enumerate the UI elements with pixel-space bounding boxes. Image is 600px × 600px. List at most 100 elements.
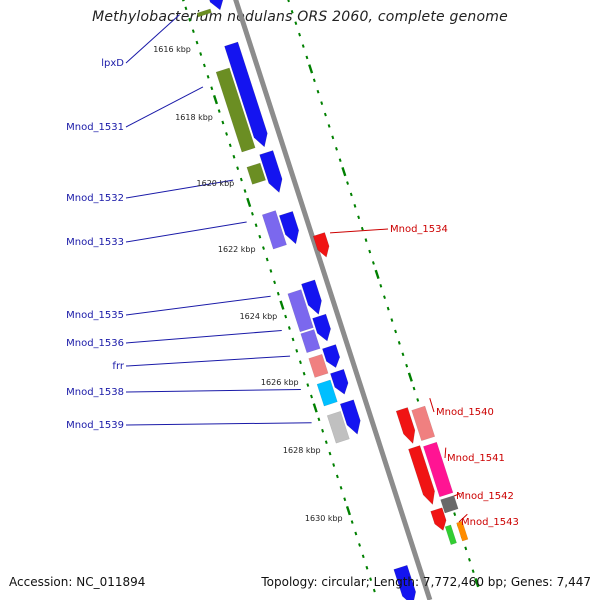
accession-label: Accession: NC_011894: [9, 575, 146, 589]
forward-gene-arrow: [330, 368, 349, 395]
minor-tick: [360, 226, 364, 231]
scale-label: 1618 kbp: [175, 113, 213, 122]
olive-category-bar: [246, 162, 267, 185]
leader-line: [458, 513, 468, 523]
leader-line: [429, 398, 435, 413]
minor-tick: [386, 306, 390, 311]
scale-label: 1628 kbp: [283, 446, 321, 455]
minor-tick: [291, 337, 295, 342]
minor-tick: [221, 120, 225, 125]
minor-tick: [357, 215, 361, 220]
inner-tick-track: [181, 0, 376, 593]
minor-tick: [302, 371, 306, 376]
gene-label-mnod_1541: Mnod_1541: [447, 453, 505, 464]
major-tick: [341, 166, 347, 177]
minor-tick: [239, 177, 243, 182]
minor-tick: [383, 295, 386, 300]
minor-tick: [397, 341, 401, 345]
minor-tick: [225, 132, 229, 136]
gene-label-mnod_1540: Mnod_1540: [436, 407, 494, 418]
minor-tick: [320, 101, 324, 105]
minor-tick: [310, 394, 313, 399]
minor-tick: [305, 55, 309, 60]
minor-tick: [312, 78, 316, 83]
minor-tick: [369, 577, 373, 581]
scale-label: 1624 kbp: [240, 312, 278, 321]
minor-tick: [210, 86, 214, 91]
minor-tick: [364, 238, 368, 242]
minor-tick: [331, 135, 335, 140]
minor-tick: [232, 154, 236, 159]
forward-gene-arrow: [224, 41, 268, 148]
reverse-gene-arrow: [408, 445, 435, 505]
minor-tick: [284, 314, 288, 319]
minor-tick: [468, 557, 471, 562]
label-leaders: [125, 14, 468, 523]
minor-tick: [188, 17, 192, 22]
minor-tick: [324, 440, 328, 444]
minor-tick: [394, 329, 398, 334]
minor-tick: [276, 291, 280, 296]
slate-category-bar: [261, 210, 287, 250]
minor-tick: [405, 363, 409, 368]
scale-labels: 1616 kbp 1618 kbp 1620 kbp 1622 kbp 1624 kbp…: [153, 45, 342, 523]
salmon-category-bar: [411, 405, 436, 442]
forward-gene-arrow: [301, 279, 322, 315]
leader-line: [330, 228, 389, 234]
minor-tick: [265, 257, 269, 262]
minor-tick: [350, 520, 354, 524]
green-category-bar: [444, 524, 457, 546]
forward-gene-arrow: [339, 399, 361, 435]
gene-category-bars: [196, 8, 469, 546]
gene-label-mnod_1542: Mnod_1542: [456, 491, 514, 502]
minor-tick: [416, 398, 420, 402]
leader-line: [125, 179, 234, 199]
genome-stats-label: Topology: circular; Length: 7,772,460 bp…: [261, 575, 591, 589]
salmon-category-bar: [308, 353, 329, 378]
gene-label-mnod_1543: Mnod_1543: [461, 517, 519, 528]
minor-tick: [365, 565, 369, 570]
reverse-gene-arrow: [430, 507, 447, 531]
scale-label: 1622 kbp: [218, 245, 256, 254]
reverse-gene-arrow: [312, 232, 330, 258]
minor-tick: [327, 124, 331, 128]
gene-label-lpxd: lpxD: [101, 58, 124, 69]
minor-tick: [401, 352, 405, 357]
major-tick: [308, 64, 314, 74]
minor-tick: [464, 546, 468, 551]
gene-label-mnod_1531: Mnod_1531: [66, 122, 124, 133]
gene-label-frr: frr: [112, 361, 124, 372]
minor-tick: [338, 158, 342, 163]
olive-category-bar: [215, 67, 256, 153]
minor-tick: [298, 360, 302, 365]
minor-tick: [349, 192, 353, 197]
minor-tick: [390, 318, 394, 322]
cyan-category-bar: [316, 379, 338, 407]
leader-line: [125, 295, 271, 316]
minor-tick: [332, 463, 336, 467]
gene-label-mnod_1539: Mnod_1539: [66, 420, 124, 431]
gene-label-mnod_1538: Mnod_1538: [66, 387, 124, 398]
minor-tick: [243, 189, 247, 193]
minor-tick: [236, 166, 240, 170]
gene-label-mnod_1533: Mnod_1533: [66, 237, 124, 248]
leader-line: [125, 329, 282, 344]
gene-label-mnod_1535: Mnod_1535: [66, 310, 124, 321]
minor-tick: [228, 143, 232, 148]
minor-tick: [254, 223, 258, 228]
leader-line: [125, 86, 204, 128]
minor-tick: [206, 74, 210, 79]
forward-gene-arrow: [322, 344, 341, 368]
minor-tick: [358, 543, 361, 547]
orange-category-bar: [456, 520, 469, 542]
minor-tick: [294, 21, 298, 26]
minor-tick: [258, 234, 262, 239]
minor-tick: [339, 485, 343, 490]
major-tick: [312, 403, 318, 413]
minor-tick: [298, 32, 301, 37]
minor-tick: [379, 283, 383, 288]
minor-tick: [295, 348, 299, 353]
gene-label-mnod_1532: Mnod_1532: [66, 193, 124, 204]
minor-tick: [199, 52, 203, 56]
minor-tick: [301, 44, 305, 48]
